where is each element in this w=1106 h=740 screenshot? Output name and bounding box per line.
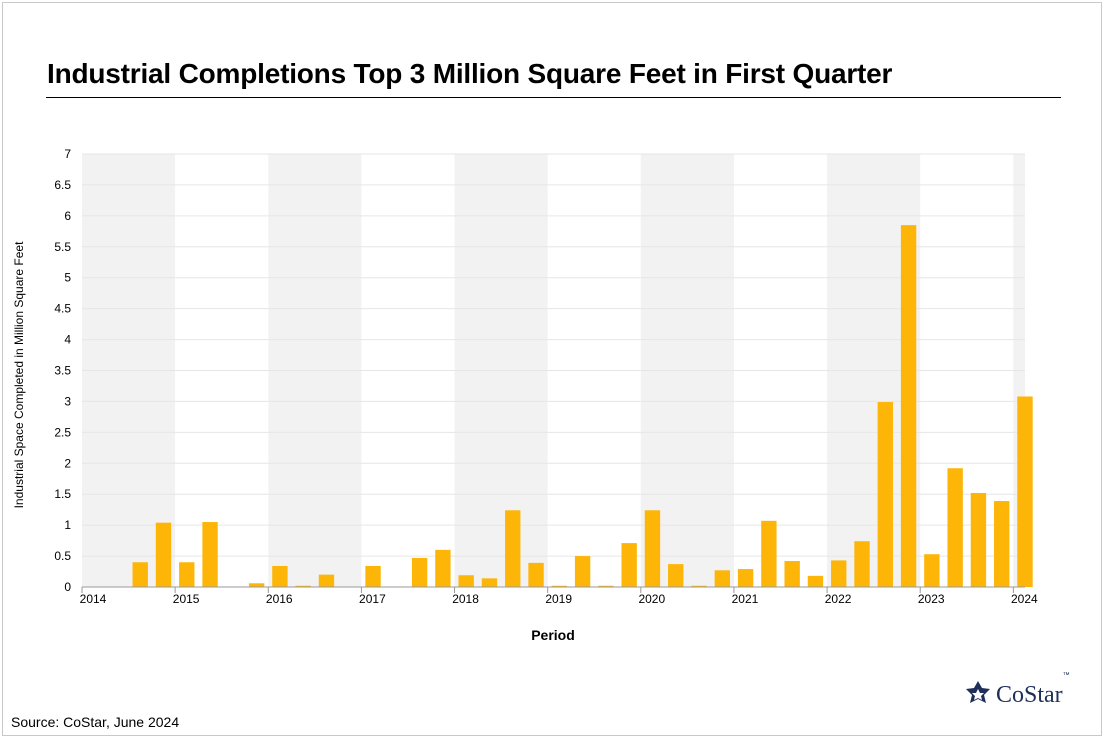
bar: [551, 585, 568, 587]
x-axis-label: Period: [531, 627, 575, 643]
bar: [481, 578, 498, 587]
bar: [1017, 396, 1033, 587]
x-tick-label: 2019: [545, 592, 572, 606]
costar-star-icon: [966, 681, 990, 703]
bar: [994, 501, 1010, 587]
chart-title: Industrial Completions Top 3 Million Squ…: [47, 58, 893, 89]
bar: [202, 522, 218, 587]
bar: [691, 585, 707, 587]
x-tick-label: 2015: [173, 592, 200, 606]
y-tick-label: 5.5: [54, 240, 71, 254]
bar: [924, 554, 940, 587]
bar: [621, 543, 637, 587]
x-tick-label: 2021: [732, 592, 759, 606]
y-tick-label: 3.5: [54, 364, 71, 378]
y-tick-label: 2.5: [54, 425, 71, 439]
bar: [365, 565, 381, 587]
bar: [295, 585, 311, 587]
bar: [947, 468, 963, 587]
x-tick-label: 2016: [266, 592, 293, 606]
bar: [435, 549, 451, 587]
bar: [877, 402, 893, 587]
y-tick-label: 6: [64, 209, 71, 223]
bar: [737, 569, 754, 587]
bar: [854, 541, 870, 587]
y-tick-label: 4: [64, 333, 71, 347]
bar: [574, 556, 591, 587]
y-tick-label: 5: [64, 271, 71, 285]
bar: [598, 585, 614, 587]
source-note: Source: CoStar, June 2024: [11, 714, 180, 730]
bar: [528, 562, 544, 587]
x-tick-label: 2023: [918, 592, 945, 606]
y-tick-label: 1: [64, 518, 71, 532]
x-tick-label: 2020: [638, 592, 665, 606]
title-divider: [46, 97, 1061, 98]
x-tick-label: 2022: [825, 592, 852, 606]
bar: [458, 575, 474, 587]
bar: [272, 565, 288, 587]
x-tick-label: 2017: [359, 592, 386, 606]
logo-text: CoStar™: [996, 671, 1070, 708]
bar-chart: 00.511.522.533.544.555.566.57 2014 2015 20…: [12, 147, 1038, 643]
bar: [807, 575, 824, 587]
bar: [668, 564, 684, 587]
bar: [644, 510, 661, 587]
bar: [248, 583, 265, 587]
bar: [155, 522, 172, 587]
bar: [318, 574, 335, 587]
bar: [411, 557, 428, 587]
bar: [970, 492, 987, 587]
bar: [761, 520, 777, 587]
y-tick-label: 3: [64, 394, 71, 408]
bar: [714, 570, 730, 587]
bar: [505, 510, 521, 587]
bar: [784, 561, 800, 587]
y-tick-label: 2: [64, 456, 71, 470]
x-axis: 2014 2015 2016 2017 2018 2019 2020 2021 2022 2023…: [80, 586, 1038, 606]
x-tick-label: 2014: [80, 592, 107, 606]
x-tick-label: 2024: [1011, 592, 1038, 606]
y-tick-label: 0.5: [54, 549, 71, 563]
y-tick-label: 7: [64, 147, 71, 161]
bar: [132, 562, 148, 587]
y-axis-label: Industrial Space Completed in Million Sq…: [12, 241, 26, 508]
y-tick-label: 4.5: [54, 302, 71, 316]
y-tick-label: 1.5: [54, 487, 71, 501]
bar: [900, 225, 917, 587]
y-tick-label: 0: [64, 580, 71, 594]
y-axis-ticks: 0 0.5 1 1.5 2 2.5 3 3.5 4 4.5 5 5.5 6 6.5 7: [54, 147, 71, 594]
bars: [132, 225, 1033, 587]
costar-logo: CoStar™: [964, 671, 1070, 710]
x-tick-label: 2018: [452, 592, 479, 606]
y-tick-label: 6.5: [54, 178, 71, 192]
bar: [831, 560, 847, 587]
bar: [179, 562, 195, 587]
